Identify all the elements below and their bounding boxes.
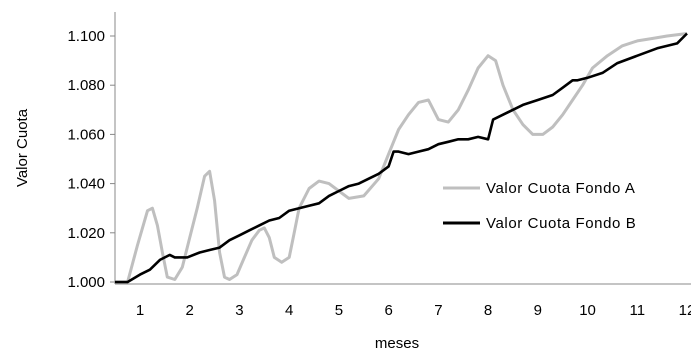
legend: Valor Cuota Fondo A Valor Cuota Fondo B bbox=[443, 180, 636, 232]
legend-label-fondo-a: Valor Cuota Fondo A bbox=[486, 180, 636, 197]
y-tick-label: 1.020 bbox=[67, 225, 105, 242]
axes bbox=[114, 12, 691, 285]
x-tick-label: 4 bbox=[285, 302, 293, 319]
x-tick-label: 5 bbox=[335, 302, 343, 319]
legend-label-fondo-b: Valor Cuota Fondo B bbox=[486, 215, 636, 232]
x-tick-label: 2 bbox=[186, 302, 194, 319]
series-line-fondo-a bbox=[115, 32, 688, 284]
x-ticks: 123456789101112 bbox=[136, 302, 691, 319]
x-tick-label: 9 bbox=[534, 302, 542, 319]
y-tick-label: 1.000 bbox=[67, 274, 105, 291]
y-tick-label: 1.100 bbox=[67, 28, 105, 45]
x-tick-label: 3 bbox=[235, 302, 243, 319]
y-tick-label: 1.060 bbox=[67, 126, 105, 143]
y-tick-label: 1.080 bbox=[67, 77, 105, 94]
x-tick-label: 7 bbox=[434, 302, 442, 319]
x-tick-label: 6 bbox=[384, 302, 392, 319]
y-tick-label: 1.040 bbox=[67, 176, 105, 193]
y-ticks: 1.000 1.020 1.040 1.060 1.080 1.100 bbox=[67, 28, 115, 291]
x-tick-label: 1 bbox=[136, 302, 144, 319]
legend-item-fondo-a: Valor Cuota Fondo A bbox=[443, 180, 636, 197]
series bbox=[115, 32, 688, 284]
x-tick-label: 11 bbox=[629, 302, 645, 319]
y-axis-title: Valor Cuota bbox=[14, 108, 31, 187]
series-line-fondo-b bbox=[115, 32, 688, 284]
legend-item-fondo-b: Valor Cuota Fondo B bbox=[443, 215, 636, 232]
x-tick-label: 12 bbox=[679, 302, 691, 319]
x-axis-title: meses bbox=[375, 335, 419, 352]
x-tick-label: 10 bbox=[579, 302, 596, 319]
x-tick-label: 8 bbox=[484, 302, 492, 319]
